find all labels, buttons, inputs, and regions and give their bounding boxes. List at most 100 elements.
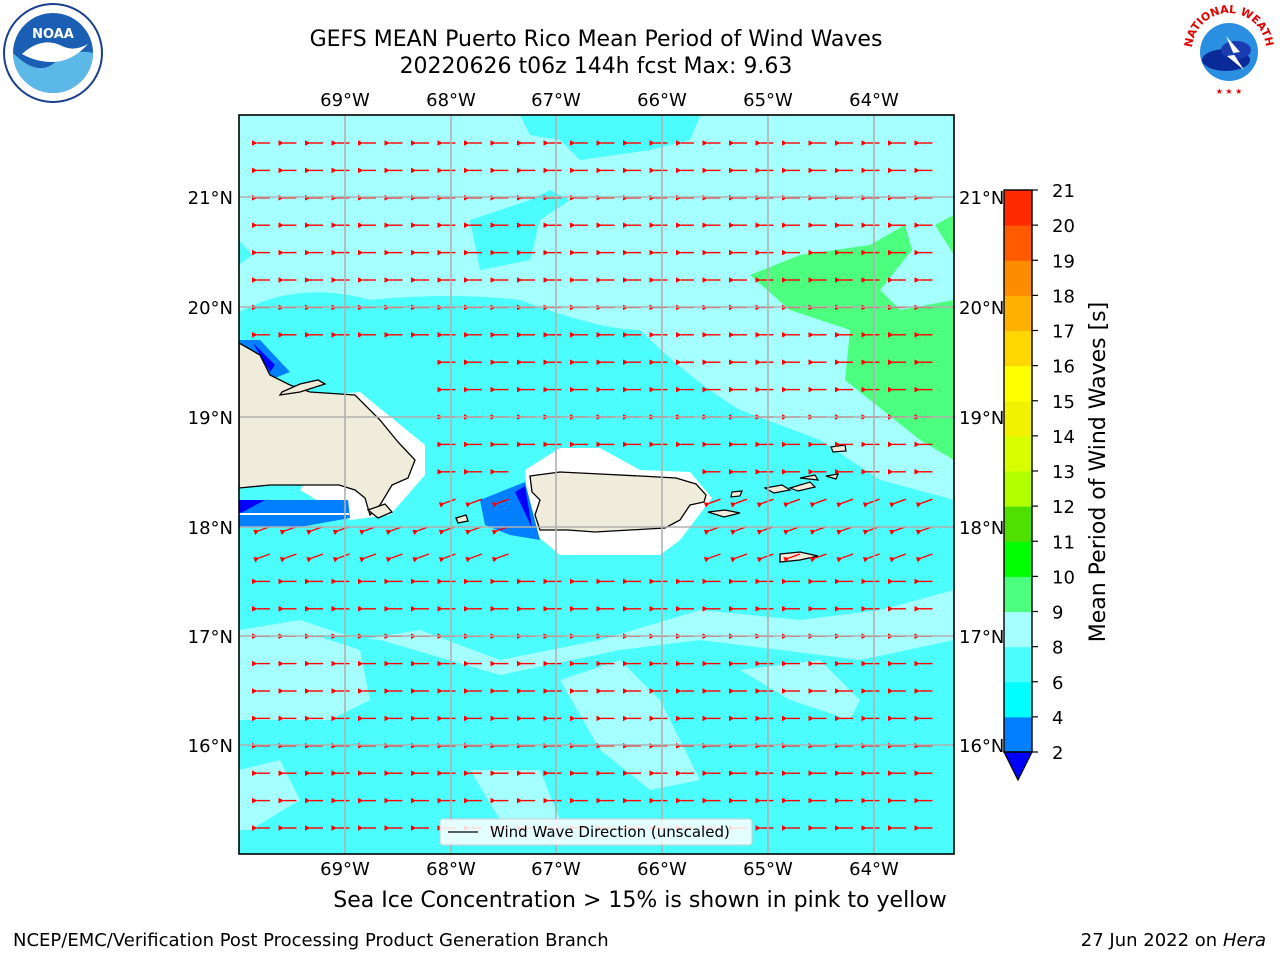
national-weather-service-logo: NATIONAL WEATHER SERVICE ★ ★ ★: [1178, 2, 1276, 96]
lat-tick-left: 20°N: [188, 298, 233, 319]
wave-direction-arrow: [465, 553, 483, 563]
colorbar-segment: [1004, 576, 1032, 612]
lon-tick-top: 64°W: [849, 90, 899, 111]
svg-text:NOAA: NOAA: [32, 27, 74, 42]
colorbar-tick-label: 8: [1052, 638, 1063, 659]
lon-tick-bottom: 65°W: [743, 859, 793, 880]
lat-tick-right: 17°N: [959, 627, 1004, 648]
wave-field-blue-dark: [515, 486, 532, 528]
wave-direction-arrow: [412, 553, 430, 563]
colorbar-tick-label: 18: [1052, 286, 1075, 307]
mona-island: [455, 514, 469, 524]
wave-direction-arrow: [359, 553, 377, 563]
lon-tick-bottom: 69°W: [320, 859, 370, 880]
hispaniola-land: [366, 503, 394, 519]
wave-direction-arrow: [438, 553, 456, 563]
wave-direction-arrow: [889, 553, 907, 563]
colorbar-segment: [1004, 330, 1032, 367]
lon-tick-top: 65°W: [743, 90, 793, 111]
wave-direction-arrow: [836, 553, 854, 563]
wave-direction-arrow: [809, 498, 827, 508]
virgin-islands: [707, 509, 741, 518]
virgin-islands: [799, 474, 820, 481]
colorbar-label: Mean Period of Wind Waves [s]: [1086, 302, 1111, 642]
wave-field-blue-dark: [239, 500, 265, 514]
wave-field-blue-dark: [253, 343, 275, 372]
legend-label: Wind Wave Direction (unscaled): [490, 823, 730, 841]
lon-tick-bottom: 68°W: [426, 859, 476, 880]
lat-tick-right: 16°N: [959, 736, 1004, 757]
wave-field-cyan: [520, 115, 700, 160]
colorbar-segment: [1004, 190, 1032, 226]
wave-direction-arrow: [306, 553, 324, 563]
lon-tick-bottom: 64°W: [849, 859, 899, 880]
footer-date: 27 Jun 2022 on Hera: [1081, 930, 1266, 951]
colorbar-segment: [1004, 295, 1032, 331]
wave-field-green: [750, 225, 954, 460]
colorbar-tick-label: 16: [1052, 357, 1075, 378]
colorbar-tick-label: 17: [1052, 322, 1075, 343]
lat-tick-left: 17°N: [188, 627, 233, 648]
colorbar-tick-label: 21: [1052, 181, 1075, 202]
wave-direction-arrow: [385, 553, 403, 563]
colorbar-tick-label: 2: [1052, 743, 1063, 764]
wave-direction-arrow: [465, 498, 483, 508]
wave-field-cyan: [239, 240, 252, 265]
colorbar-segment: [1004, 225, 1032, 261]
colorbar-under-extension: [1003, 751, 1033, 782]
colorbar-tick-label: 11: [1052, 532, 1075, 553]
sea-ice-note: Sea Ice Concentration > 15% is shown in …: [333, 888, 947, 913]
wave-direction-arrow: [915, 553, 933, 563]
lon-tick-bottom: 66°W: [637, 859, 687, 880]
wave-direction-arrow: [730, 553, 748, 563]
chart-title: GEFS MEAN Puerto Rico Mean Period of Win…: [309, 27, 883, 52]
lat-tick-right: 20°N: [959, 298, 1004, 319]
hispaniola-land: [278, 379, 327, 396]
lon-tick-top: 67°W: [531, 90, 581, 111]
colorbar-tick-label: 20: [1052, 216, 1075, 237]
wave-field-light: [239, 630, 370, 720]
colorbar-segment: [1004, 541, 1032, 577]
lat-tick-right: 21°N: [959, 188, 1004, 209]
lon-tick-bottom: 67°W: [531, 859, 581, 880]
svg-text:★ ★ ★: ★ ★ ★: [1216, 87, 1243, 96]
colorbar-segment: [1004, 365, 1032, 402]
colorbar-segment: [1004, 435, 1032, 472]
colorbar-segment: [1004, 681, 1032, 718]
wave-direction-arrow: [809, 553, 827, 563]
wave-direction-arrow: [915, 498, 933, 508]
footer-host: Hera: [1222, 930, 1266, 951]
lon-tick-top: 69°W: [320, 90, 370, 111]
wave-direction-arrow: [253, 553, 271, 563]
wave-direction-arrow: [332, 553, 350, 563]
colorbar-tick-label: 9: [1052, 603, 1063, 624]
wave-direction-arrow: [783, 498, 801, 508]
colorbar-segment: [1004, 400, 1032, 437]
colorbar-tick-label: 15: [1052, 392, 1075, 413]
footer-date-text: 27 Jun 2022 on: [1080, 930, 1218, 951]
wave-field-light: [740, 660, 860, 720]
graticule: [239, 115, 954, 854]
noaa-logo: NOAA: [3, 3, 103, 103]
lat-tick-left: 19°N: [188, 408, 233, 429]
virgin-islands: [788, 481, 817, 492]
lon-tick-top: 66°W: [637, 90, 687, 111]
footer-branch: NCEP/EMC/Verification Post Processing Pr…: [13, 930, 609, 951]
wave-direction-arrow: [491, 553, 509, 563]
colorbar-segment: [1004, 260, 1032, 296]
chart-subtitle: 20220626 t06z 144h fcst Max: 9.63: [399, 54, 793, 79]
colorbar-tick-label: 6: [1052, 673, 1063, 694]
virgin-islands: [763, 484, 792, 494]
lat-tick-left: 16°N: [188, 736, 233, 757]
colorbar-segment: [1004, 611, 1032, 648]
wave-direction-arrow: [889, 498, 907, 508]
wave-field-green: [935, 215, 954, 255]
hispaniola-land: [239, 342, 416, 517]
colorbar-tick-label: 4: [1052, 708, 1063, 729]
colorbar-segment: [1004, 471, 1032, 507]
colorbar-tick-label: 13: [1052, 462, 1075, 483]
colorbar-segment: [1004, 716, 1032, 753]
wave-direction-arrow: [836, 498, 854, 508]
lat-tick-right: 19°N: [959, 408, 1004, 429]
